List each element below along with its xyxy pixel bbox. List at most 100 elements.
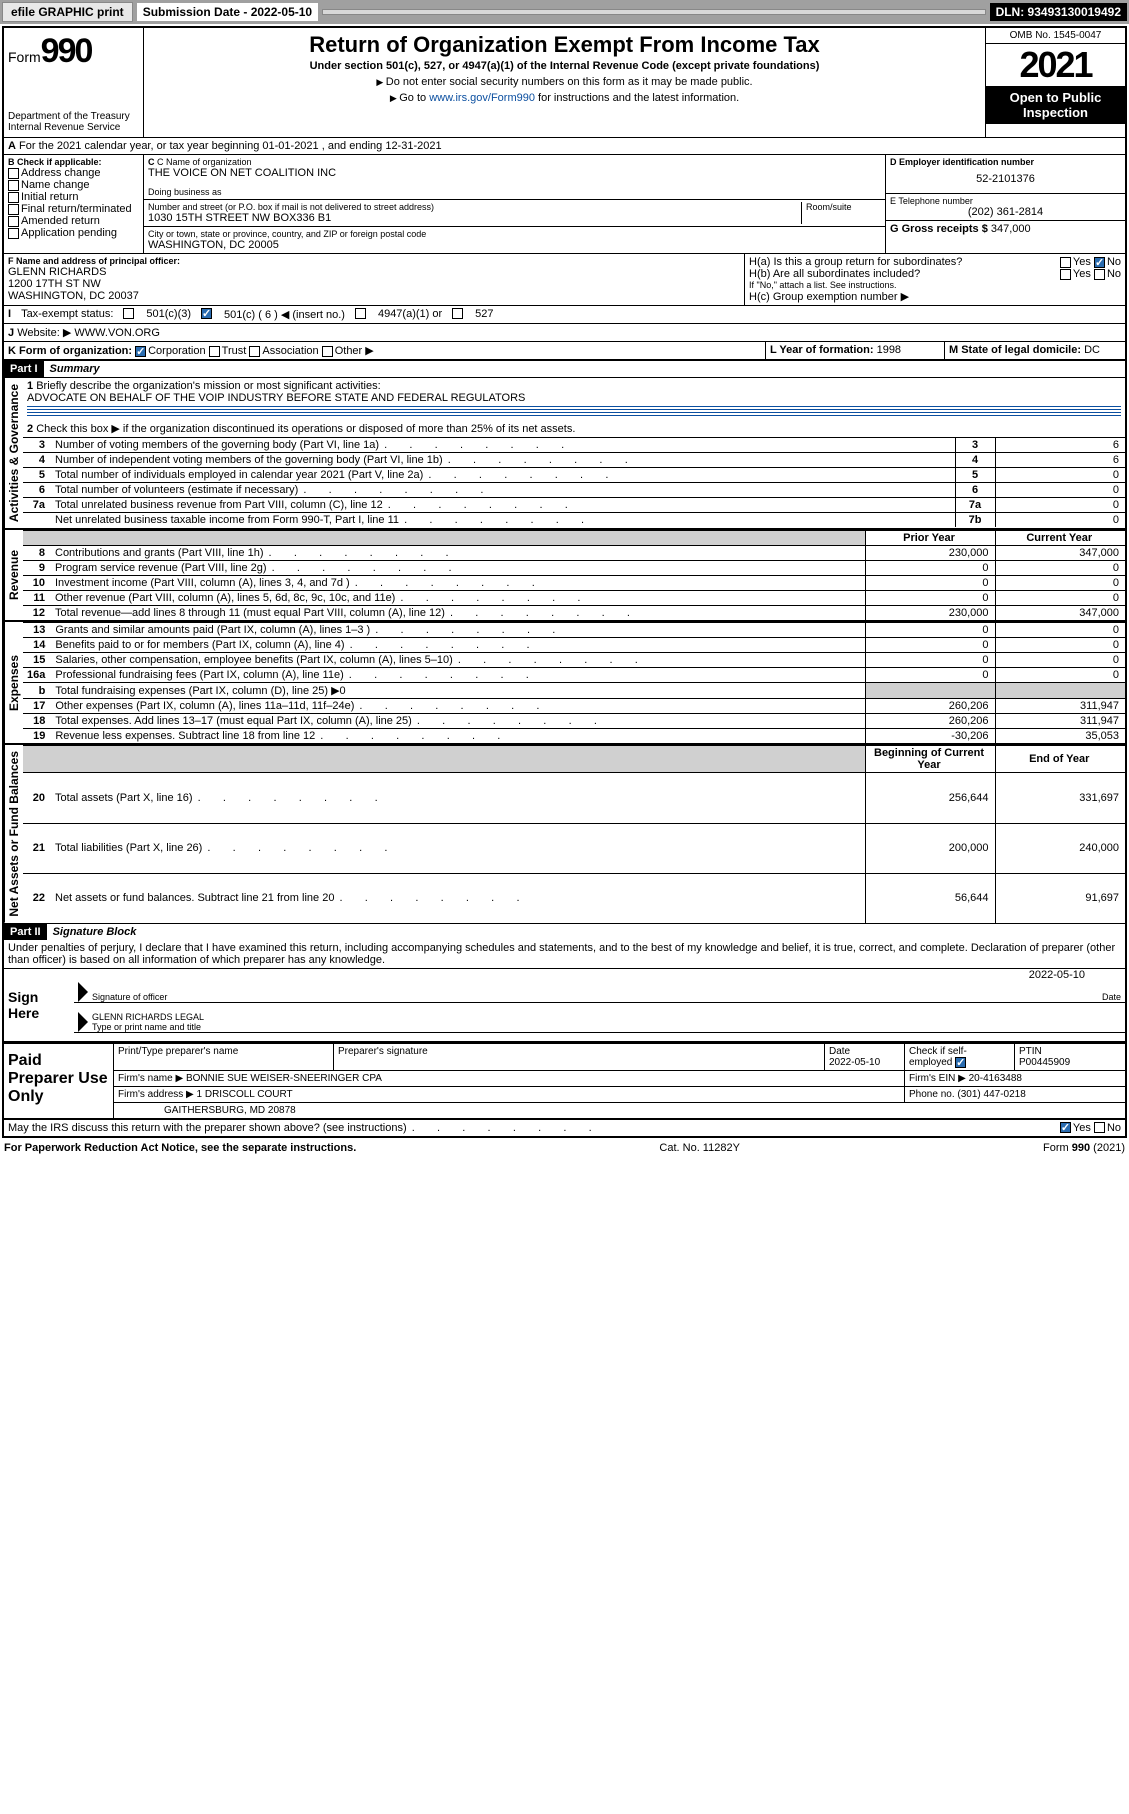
instructions-link[interactable]: www.irs.gov/Form990 bbox=[429, 92, 535, 104]
i-527[interactable] bbox=[452, 308, 463, 319]
mission: ADVOCATE ON BEHALF OF THE VOIP INDUSTRY … bbox=[27, 392, 525, 404]
box-b-label: B Check if applicable: bbox=[8, 157, 139, 167]
line-klm: K Form of organization: Corporation Trus… bbox=[4, 342, 1125, 360]
header-grid: B Check if applicable: Address change Na… bbox=[4, 155, 1125, 254]
firm-addr2: GAITHERSBURG, MD 20878 bbox=[114, 1103, 1125, 1118]
city: WASHINGTON, DC 20005 bbox=[148, 239, 881, 251]
ptin: P00445909 bbox=[1019, 1057, 1070, 1068]
sig-date-val: 2022-05-10 bbox=[74, 969, 1125, 981]
officer-name: GLENN RICHARDS bbox=[8, 266, 740, 278]
check-initial-return[interactable] bbox=[8, 192, 19, 203]
form-number: Form990 bbox=[8, 32, 139, 71]
officer-name-title: GLENN RICHARDS LEGAL bbox=[92, 1012, 204, 1022]
paid-preparer: Paid Preparer Use Only Print/Type prepar… bbox=[4, 1042, 1125, 1120]
discuss-no[interactable] bbox=[1094, 1122, 1105, 1133]
sign-here: Sign Here 2022-05-10 Signature of office… bbox=[4, 969, 1125, 1042]
domicile: DC bbox=[1084, 344, 1100, 356]
vtab-revenue: Revenue bbox=[4, 530, 23, 620]
h-c: H(c) Group exemption number ▶ bbox=[749, 290, 1121, 303]
firm-phone: (301) 447-0218 bbox=[957, 1089, 1025, 1100]
part-i-revenue: Revenue Prior YearCurrent Year 8Contribu… bbox=[4, 528, 1125, 620]
firm-addr1: 1 DRISCOLL COURT bbox=[197, 1089, 293, 1100]
irs: Internal Revenue Service bbox=[8, 122, 139, 133]
ein: 52-2101376 bbox=[890, 167, 1121, 191]
f-h-row: F Name and address of principal officer:… bbox=[4, 254, 1125, 306]
form-page: Form990 Department of the Treasury Inter… bbox=[2, 26, 1127, 1138]
k-assoc[interactable] bbox=[249, 346, 260, 357]
omb-number: OMB No. 1545-0047 bbox=[986, 28, 1125, 44]
h-b: H(b) Are all subordinates included? Yes … bbox=[749, 268, 1121, 280]
street: 1030 15TH STREET NW BOX336 B1 bbox=[148, 212, 801, 224]
netassets-table: Beginning of Current YearEnd of Year 20T… bbox=[23, 745, 1125, 923]
i-4947[interactable] bbox=[355, 308, 366, 319]
self-employed-check[interactable] bbox=[955, 1057, 966, 1068]
check-final-return[interactable] bbox=[8, 204, 19, 215]
dept-treasury: Department of the Treasury bbox=[8, 111, 139, 122]
toolbar: efile GRAPHIC print Submission Date - 20… bbox=[0, 0, 1129, 24]
toolbar-spacer bbox=[322, 9, 985, 15]
sig-officer-label: Signature of officer bbox=[92, 992, 167, 1002]
k-corp[interactable] bbox=[135, 346, 146, 357]
h-a: H(a) Is this a group return for subordin… bbox=[749, 256, 1121, 268]
k-trust[interactable] bbox=[209, 346, 220, 357]
ha-no[interactable] bbox=[1094, 257, 1105, 268]
efile-print-button[interactable]: efile GRAPHIC print bbox=[2, 2, 133, 22]
i-501c[interactable] bbox=[201, 308, 212, 319]
website: WWW.VON.ORG bbox=[74, 327, 160, 339]
line-i: ITax-exempt status: 501(c)(3) 501(c) ( 6… bbox=[4, 306, 1125, 324]
open-to-public: Open to Public Inspection bbox=[986, 86, 1125, 124]
sig-date-label: Date bbox=[1102, 992, 1121, 1002]
submission-date: Submission Date - 2022-05-10 bbox=[137, 3, 318, 21]
declaration: Under penalties of perjury, I declare th… bbox=[4, 940, 1125, 969]
check-application-pending[interactable] bbox=[8, 228, 19, 239]
revenue-table: Prior YearCurrent Year 8Contributions an… bbox=[23, 530, 1125, 620]
check-address-change[interactable] bbox=[8, 168, 19, 179]
part-ii-header: Part II Signature Block bbox=[4, 923, 1125, 940]
signature-arrow-icon bbox=[78, 982, 88, 1002]
dln: DLN: 93493130019492 bbox=[990, 3, 1127, 21]
box-f-label: F Name and address of principal officer: bbox=[8, 256, 740, 266]
org-name: THE VOICE ON NET COALITION INC bbox=[148, 167, 881, 179]
page-footer: For Paperwork Reduction Act Notice, see … bbox=[0, 1140, 1129, 1156]
officer-addr1: 1200 17TH ST NW bbox=[8, 278, 740, 290]
part-i-governance: Activities & Governance 1 Briefly descri… bbox=[4, 377, 1125, 528]
k-other[interactable] bbox=[322, 346, 333, 357]
hb-no[interactable] bbox=[1094, 269, 1105, 280]
form-header: Form990 Department of the Treasury Inter… bbox=[4, 28, 1125, 138]
part-i-expenses: Expenses 13Grants and similar amounts pa… bbox=[4, 620, 1125, 743]
expenses-table: 13Grants and similar amounts paid (Part … bbox=[23, 622, 1125, 743]
part-i-header: Part I Summary bbox=[4, 360, 1125, 377]
city-label: City or town, state or province, country… bbox=[148, 229, 881, 239]
street-label: Number and street (or P.O. box if mail i… bbox=[148, 202, 801, 212]
line-a: A For the 2021 calendar year, or tax yea… bbox=[4, 138, 1125, 155]
dba-label: Doing business as bbox=[148, 187, 881, 197]
vtab-netassets: Net Assets or Fund Balances bbox=[4, 745, 23, 923]
hb-yes[interactable] bbox=[1060, 269, 1071, 280]
officer-addr2: WASHINGTON, DC 20037 bbox=[8, 290, 740, 302]
part-i-netassets: Net Assets or Fund Balances Beginning of… bbox=[4, 743, 1125, 923]
tax-year: 2021 bbox=[986, 44, 1125, 86]
discuss-line: May the IRS discuss this return with the… bbox=[4, 1120, 1125, 1136]
form-title: Return of Organization Exempt From Incom… bbox=[152, 32, 977, 58]
i-501c3[interactable] bbox=[123, 308, 134, 319]
firm-ein: 20-4163488 bbox=[969, 1073, 1022, 1084]
discuss-yes[interactable] bbox=[1060, 1122, 1071, 1133]
firm-name: BONNIE SUE WEISER-SNEERINGER CPA bbox=[186, 1073, 382, 1084]
signature-arrow-icon-2 bbox=[78, 1012, 88, 1032]
box-d-label: D Employer identification number bbox=[890, 157, 1121, 167]
note-instructions: Go to www.irs.gov/Form990 for instructio… bbox=[152, 92, 977, 104]
form-subtitle: Under section 501(c), 527, or 4947(a)(1)… bbox=[152, 60, 977, 72]
ha-yes[interactable] bbox=[1060, 257, 1071, 268]
gross-receipts: 347,000 bbox=[991, 223, 1031, 235]
year-formation: 1998 bbox=[877, 344, 901, 356]
h-note: If "No," attach a list. See instructions… bbox=[749, 280, 1121, 290]
governance-table: 3Number of voting members of the governi… bbox=[23, 437, 1125, 527]
check-name-change[interactable] bbox=[8, 180, 19, 191]
note-ssn: Do not enter social security numbers on … bbox=[152, 76, 977, 88]
room-label: Room/suite bbox=[806, 202, 881, 212]
vtab-expenses: Expenses bbox=[4, 622, 23, 743]
box-c-name-label: C C Name of organization bbox=[148, 157, 881, 167]
telephone: (202) 361-2814 bbox=[890, 206, 1121, 218]
check-amended-return[interactable] bbox=[8, 216, 19, 227]
box-g-label: G Gross receipts $ bbox=[890, 223, 988, 235]
